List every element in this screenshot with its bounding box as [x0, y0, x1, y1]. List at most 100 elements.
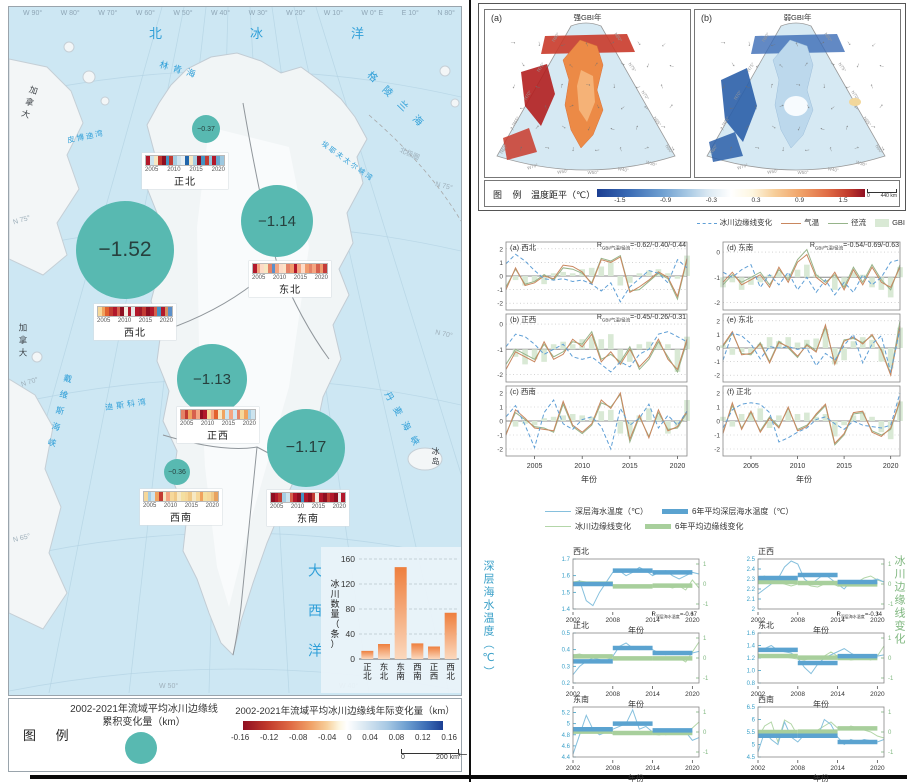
svg-text:2008: 2008	[791, 765, 806, 772]
ts-panel-title: (c) 西南	[510, 387, 536, 396]
svg-text:→: →	[533, 83, 542, 92]
temp-map-scalebar: 0 440 km	[867, 189, 897, 199]
svg-text:2010: 2010	[790, 463, 806, 470]
ts-panel-(e) 东北: 2 1 0 -1 -2 (e) 东北	[705, 312, 903, 384]
svg-text:→: →	[634, 83, 642, 91]
svg-text:N60°: N60°	[664, 144, 674, 155]
svg-text:→: →	[657, 82, 666, 91]
coord-label: W 40°	[210, 10, 231, 17]
coord-label: W 50°	[173, 10, 193, 17]
svg-text:东北: 东北	[380, 662, 389, 681]
svg-text:-1: -1	[714, 275, 720, 282]
ts-panel-title: (f) 正北	[727, 387, 752, 396]
legend-colorbar	[243, 721, 443, 730]
svg-text:2002: 2002	[751, 765, 766, 772]
legend-cumulative-label: 2002-2021年流域平均冰川边缘线 累积变化量（km）	[70, 704, 218, 728]
svg-text:W70°: W70°	[737, 162, 749, 170]
svg-text:0.8: 0.8	[747, 681, 756, 687]
svg-text:-1: -1	[714, 433, 720, 440]
svg-text:1.6: 1.6	[562, 574, 571, 580]
temp-anomaly-maps: → → → → → → → → → → → → → → → → → → → → → → → → → → → → → → → → → → → → → → → →…	[478, 3, 906, 211]
svg-text:→: →	[611, 82, 618, 89]
svg-text:-1: -1	[497, 433, 503, 440]
svg-text:0: 0	[716, 419, 720, 426]
svg-text:2010: 2010	[574, 463, 590, 470]
svg-text:2002: 2002	[751, 691, 766, 698]
legend-circle-symbol	[125, 732, 157, 764]
temp-map-strong-gbi: → → → → → → → → → → → → → → → → → → → → → → → → → → → → → → → → → → → → → → → →…	[484, 9, 691, 178]
coord-label: W 0° E	[361, 10, 384, 17]
svg-text:冰川数量（条）: 冰川数量（条）	[330, 578, 339, 649]
svg-text:2014: 2014	[645, 765, 660, 772]
temp-colorbar	[597, 189, 865, 197]
svg-text:→: →	[826, 145, 834, 153]
svg-text:0: 0	[350, 654, 355, 664]
svg-text:2: 2	[716, 318, 720, 325]
svg-text:0: 0	[499, 322, 503, 329]
region-strip-正北: 2005 2010 2015 2020 正北	[142, 153, 228, 189]
svg-text:W60°: W60°	[557, 168, 569, 175]
svg-text:W40°: W40°	[827, 166, 839, 173]
svg-text:1.4: 1.4	[747, 644, 756, 650]
svg-text:→: →	[559, 122, 569, 132]
ocean-xlabel: 年份	[628, 774, 644, 782]
ocean-xlabel: 年份	[813, 700, 829, 709]
svg-text:W30°: W30°	[645, 159, 657, 167]
svg-text:2005: 2005	[527, 463, 543, 470]
ts-legend-item: 冰川边缘线变化	[696, 217, 772, 228]
back-arrow[interactable]: ←	[455, 744, 470, 761]
svg-text:-2: -2	[497, 447, 503, 454]
map-scalebar: 0 200 km	[401, 749, 459, 761]
ocean-panel-西南: 西南 6.5 6 5.5 5 4.5 1 0 -1 2002 2008 2014 2020 年份	[730, 695, 902, 782]
svg-text:→: →	[585, 124, 594, 133]
svg-text:-1: -1	[497, 347, 503, 354]
svg-text:2005: 2005	[743, 463, 759, 470]
land-label-canada-2: 加拿大	[18, 323, 28, 361]
glacier-count-inset: 0 40 80 120 160 正北 东北 东南 西南 正西 西北 冰川数量（条）	[321, 547, 461, 693]
svg-text:80: 80	[346, 604, 356, 614]
svg-text:→: →	[720, 39, 727, 46]
svg-text:N70°: N70°	[733, 89, 743, 100]
svg-text:→: →	[776, 61, 786, 71]
svg-text:-1: -1	[497, 287, 503, 294]
svg-text:→: →	[543, 61, 553, 71]
svg-text:1: 1	[716, 332, 720, 339]
svg-text:1.0: 1.0	[747, 669, 756, 675]
canada-landmass-north	[9, 58, 84, 276]
svg-text:→: →	[557, 82, 565, 90]
svg-text:2020: 2020	[685, 617, 700, 624]
svg-text:→: →	[659, 40, 669, 50]
svg-text:2: 2	[499, 246, 503, 253]
svg-text:2014: 2014	[830, 617, 845, 624]
svg-text:东南: 东南	[396, 662, 405, 681]
svg-text:→: →	[570, 145, 577, 152]
ts-panel-(d) 东南: 0 -1 -2 (d) 东南 RGBI/气温/径流=-0.54/-0.69/-0.63	[705, 240, 903, 312]
coord-label: W 30°	[248, 10, 268, 17]
svg-text:1: 1	[888, 636, 892, 642]
ts-panel-title: (b) 正西	[510, 315, 537, 324]
svg-text:W30°: W30°	[855, 159, 867, 167]
svg-text:0.5: 0.5	[562, 631, 571, 637]
region-strip-东北: 2005 2010 2015 2020 东北	[249, 261, 331, 297]
ts-legend-item: 气温	[781, 217, 819, 228]
svg-text:→: →	[792, 40, 801, 49]
svg-text:→: →	[608, 38, 617, 47]
svg-text:→: →	[767, 82, 775, 90]
svg-text:N80°: N80°	[761, 31, 771, 42]
svg-text:→: →	[518, 104, 526, 112]
ocean-panel-title: 西南	[758, 695, 774, 704]
svg-text:4.4: 4.4	[562, 755, 571, 761]
region-strip-西南: 2005 2010 2015 2020 西南	[140, 489, 222, 525]
svg-text:0.3: 0.3	[562, 664, 571, 670]
svg-text:N65°: N65°	[652, 116, 662, 127]
svg-text:-1: -1	[703, 676, 709, 682]
svg-text:→: →	[804, 101, 814, 111]
svg-text:2.5: 2.5	[747, 557, 756, 563]
svg-text:→: →	[593, 147, 601, 155]
ts-panel-title: (d) 东南	[727, 243, 754, 252]
region-strip-东南: 2005 2010 2015 2020 东南	[267, 490, 349, 526]
svg-text:→: →	[720, 82, 729, 91]
ts-legend-item: GBI	[875, 218, 905, 227]
ocean-panel-正西: 正西 2.5 2.4 2.3 2.2 2.1 2 1 0 -1 2002 2008 2014 2020 R深…	[730, 547, 902, 635]
